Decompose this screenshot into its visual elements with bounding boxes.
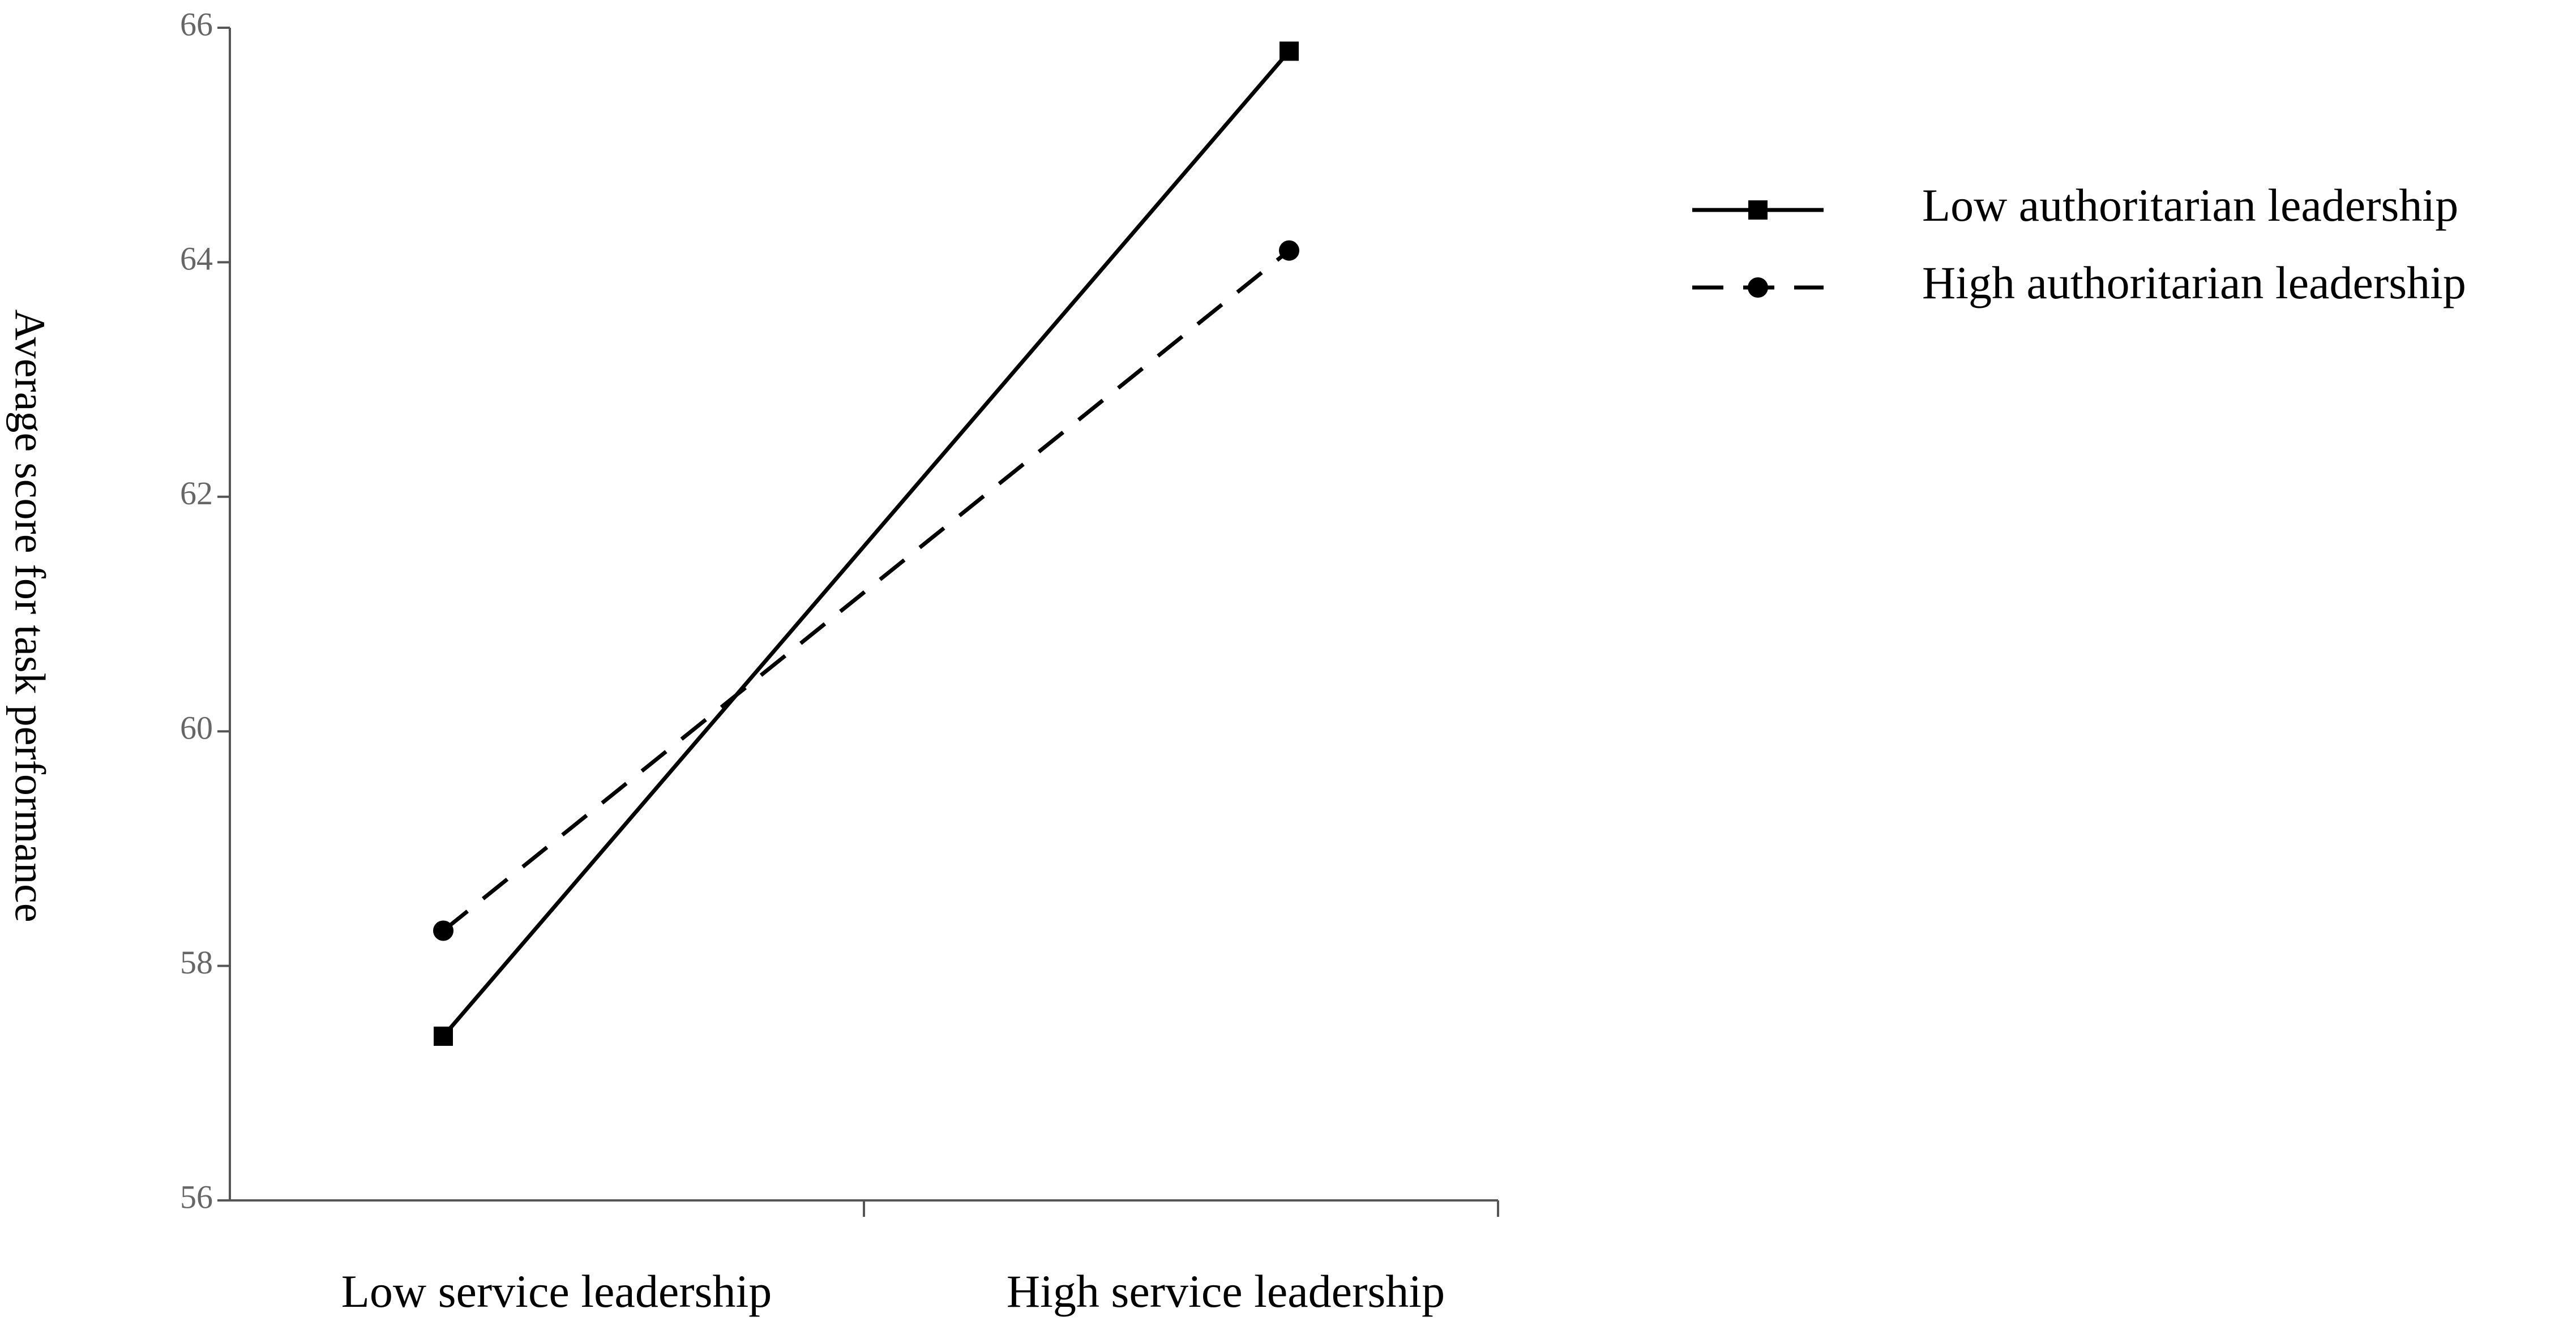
marker	[434, 1026, 453, 1046]
y-tick-label: 56	[180, 1178, 213, 1215]
line	[442, 50, 1291, 1038]
legend-label: High authoritarian leadership	[1922, 257, 2466, 308]
y-tick-label: 58	[180, 944, 213, 981]
marker	[433, 920, 453, 941]
legend-label: Low authoritarian leadership	[1922, 179, 2458, 231]
x-tick-label: High service leadership	[1007, 1265, 1445, 1317]
y-tick-label: 66	[180, 6, 213, 42]
y-tick-label: 64	[180, 241, 213, 277]
y-tick-label: 60	[180, 710, 213, 746]
line	[442, 248, 1291, 933]
x-tick-label: Low service leadership	[341, 1265, 772, 1317]
y-axis-label: Average score for task performance	[6, 309, 54, 922]
marker	[1280, 41, 1299, 61]
marker	[1279, 240, 1299, 261]
legend-marker	[1748, 200, 1768, 220]
legend-marker	[1748, 277, 1768, 298]
y-tick-label: 62	[180, 475, 213, 512]
